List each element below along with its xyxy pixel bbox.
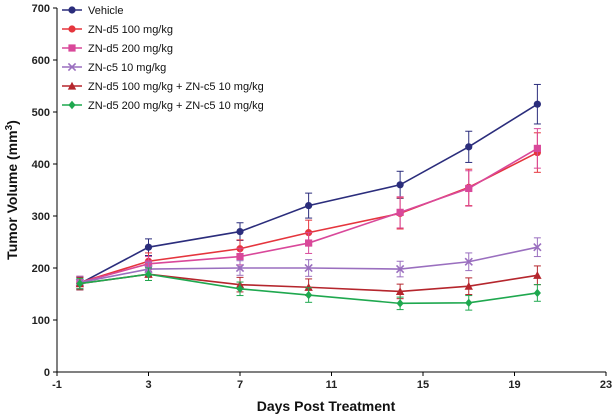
legend-swatch-marker <box>67 62 77 72</box>
plot-area: 0 100 200 300 400 500 600 700 -1 3 7 11 15 19 23 <box>32 3 612 391</box>
y-tick-label: 200 <box>32 263 50 275</box>
data-point <box>465 143 473 151</box>
x-tick-label: 19 <box>508 379 520 391</box>
data-point <box>305 239 313 247</box>
x-marker-stroke <box>304 263 313 273</box>
data-point <box>396 208 404 216</box>
legend-label: ZN-d5 100 mg/kg + ZN-c5 10 mg/kg <box>88 81 264 93</box>
legend-swatch-marker <box>68 25 76 33</box>
legend-swatch-marker <box>68 6 76 14</box>
legend: Vehicle ZN-d5 100 mg/kg ZN-d5 200 mg/kg ZN-… <box>62 5 264 112</box>
data-point <box>396 299 404 308</box>
series-5 <box>76 267 541 311</box>
legend-entry: ZN-d5 200 mg/kg <box>62 43 173 55</box>
data-point <box>304 283 313 291</box>
y-axis-title-close: ) <box>4 120 20 125</box>
y-tick-label: 0 <box>44 367 50 379</box>
legend-label: Vehicle <box>88 5 123 17</box>
x-marker-stroke <box>395 264 405 274</box>
y-tick-label: 300 <box>32 211 50 223</box>
data-point <box>305 202 313 210</box>
data-point <box>236 284 244 293</box>
x-tick-label: 11 <box>326 379 338 391</box>
x-marker-stroke <box>464 257 473 266</box>
data-point <box>533 243 542 252</box>
x-marker-stroke <box>67 62 77 72</box>
data-point <box>396 181 404 189</box>
legend-label: ZN-c5 10 mg/kg <box>88 62 166 74</box>
data-point <box>76 279 84 288</box>
y-tick-label: 500 <box>32 107 50 119</box>
data-point <box>465 184 473 193</box>
legend-swatch-marker <box>67 81 77 90</box>
legend-entry: ZN-d5 200 mg/kg + ZN-c5 10 mg/kg <box>62 100 264 112</box>
y-axis-title: Tumor Volume (mm3) <box>4 120 21 260</box>
legend-label: ZN-d5 200 mg/kg <box>88 43 173 55</box>
data-point <box>533 288 541 298</box>
data-point <box>305 290 313 300</box>
y-tick-label: 100 <box>32 315 50 327</box>
data-point <box>395 287 405 295</box>
legend-swatch-marker <box>68 100 76 110</box>
x-tick-label: -1 <box>52 379 62 391</box>
data-point <box>144 243 153 251</box>
y-axis-title-main: Tumor Volume (mm <box>4 130 20 259</box>
legend-entry: Vehicle <box>62 5 123 17</box>
data-point <box>236 228 244 236</box>
y-tick-label: 700 <box>32 3 50 15</box>
legend-label: ZN-d5 100 mg/kg <box>88 24 173 36</box>
x-marker-stroke <box>235 263 245 273</box>
x-tick-label: 7 <box>237 379 243 391</box>
legend-entry: ZN-d5 100 mg/kg <box>62 24 173 36</box>
legend-entry: ZN-c5 10 mg/kg <box>62 62 166 74</box>
y-axis-title-sup: 3 <box>4 124 15 130</box>
x-tick-label: 23 <box>600 379 612 391</box>
y-tick-label: 600 <box>32 55 50 67</box>
data-point <box>533 271 542 279</box>
x-axis-title: Days Post Treatment <box>257 398 396 414</box>
x-marker-stroke <box>533 243 542 252</box>
y-tick-label: 400 <box>32 159 50 171</box>
legend-swatch-marker <box>68 44 76 52</box>
x-tick-label: 15 <box>417 379 429 391</box>
legend-entry: ZN-d5 100 mg/kg + ZN-c5 10 mg/kg <box>62 81 264 93</box>
data-point <box>236 252 244 261</box>
legend-label: ZN-d5 200 mg/kg + ZN-c5 10 mg/kg <box>88 100 264 112</box>
data-point <box>235 263 245 273</box>
data-point <box>464 257 473 266</box>
data-point <box>464 282 473 290</box>
data-point <box>144 270 153 279</box>
data-point <box>533 100 541 108</box>
data-point <box>395 264 405 274</box>
data-point <box>533 144 541 152</box>
data-point <box>304 263 313 273</box>
data-point <box>465 298 473 308</box>
x-tick-label: 3 <box>145 379 151 391</box>
